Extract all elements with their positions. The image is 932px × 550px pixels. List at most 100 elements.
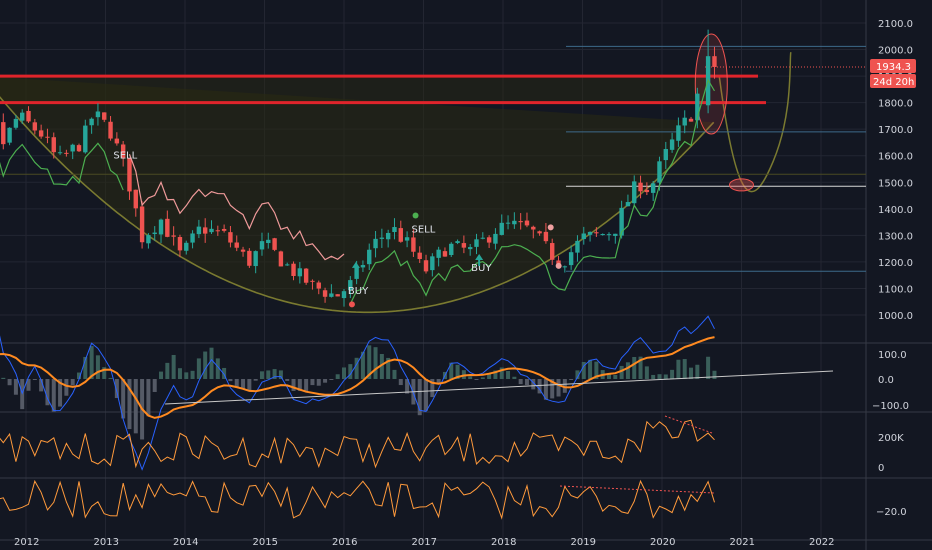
year-tick-label: 2022 <box>809 537 834 548</box>
candle-body <box>133 189 138 209</box>
macd-hist-bar <box>405 379 410 394</box>
candle-body <box>152 232 157 235</box>
candle-body <box>404 237 410 241</box>
macd-hist-bar <box>581 361 586 379</box>
macd-hist-bar <box>51 379 56 412</box>
candle-body <box>139 206 145 243</box>
macd-hist-bar <box>531 379 536 390</box>
macd-hist-bar <box>379 354 384 379</box>
candle-body <box>712 56 717 67</box>
macd-hist-bar <box>323 379 328 383</box>
macd-hist-bar <box>70 379 75 386</box>
macd-hist-bar <box>676 359 681 379</box>
candle-body <box>493 233 498 244</box>
macd-hist-bar <box>430 379 435 398</box>
macd-hist-bar <box>83 356 88 379</box>
candle-body <box>215 230 221 232</box>
supertrend-down <box>128 154 345 261</box>
macd-hist-bar <box>45 379 50 406</box>
candle-body <box>531 226 536 230</box>
osc-tick-neg20: −20.0 <box>876 507 907 518</box>
candle-body <box>190 233 195 243</box>
macd-hist-bar <box>285 379 290 381</box>
macd-hist-bar <box>594 361 599 379</box>
signal-dot <box>412 212 419 219</box>
macd-hist-bar <box>689 367 694 379</box>
candle-body <box>259 241 265 250</box>
year-tick-label: 2018 <box>491 537 516 548</box>
candle-body <box>76 145 82 152</box>
macd-hist-bar <box>480 377 485 379</box>
price-tick-label: 2000.0 <box>878 46 913 57</box>
countdown-tag: 24d 20h <box>870 74 916 88</box>
candle-body <box>32 122 38 131</box>
macd-hist-bar <box>152 379 157 392</box>
candle-body <box>480 237 486 239</box>
volosc-divergence-line <box>664 415 713 434</box>
macd-hist-bar <box>487 373 492 379</box>
macd-hist-bar <box>39 379 44 392</box>
macd-hist-bar <box>310 379 315 386</box>
price-tick-label: 1600.0 <box>878 152 913 163</box>
candle-body <box>474 239 479 247</box>
candle-body <box>341 291 347 299</box>
candle-body <box>644 189 650 193</box>
osc-divergence-line <box>559 485 715 494</box>
candle-body <box>114 138 120 144</box>
macd-hist-bar <box>512 376 517 379</box>
candle-body <box>682 117 687 126</box>
candle-body <box>64 152 69 154</box>
candle-body <box>335 294 340 297</box>
candle-body <box>373 238 378 249</box>
year-tick-label: 2021 <box>730 537 755 548</box>
macd-histogram <box>1 345 717 440</box>
candle-body <box>550 243 555 260</box>
candle-body <box>663 148 668 161</box>
macd-hist-bar <box>644 366 649 379</box>
oscillator-line <box>0 479 715 520</box>
candle-body <box>436 249 441 258</box>
macd-hist-bar <box>32 379 37 380</box>
macd-hist-bar <box>171 354 176 379</box>
macd-hist-bar <box>7 379 12 386</box>
candle-body <box>266 239 271 244</box>
macd-hist-bar <box>234 379 239 387</box>
peak-ellipse <box>694 33 728 135</box>
macd-hist-bar <box>335 374 340 379</box>
indicator-axes: 100.0 0.0 −100.0 200K 0 −20.0 <box>872 350 909 518</box>
macd-hist-bar <box>360 351 365 379</box>
macd-hist-bar <box>215 358 220 379</box>
macd-hist-bar <box>367 345 372 379</box>
year-tick-label: 2013 <box>94 537 119 548</box>
last-price-label: 1934.3 <box>876 62 911 73</box>
signal-label-buy: BUY <box>348 286 369 297</box>
candle-body <box>297 268 303 277</box>
price-tick-label: 1100.0 <box>878 284 913 295</box>
candle-body <box>449 243 454 256</box>
macd-hist-bar <box>607 373 611 379</box>
macd-hist-bar <box>209 347 214 379</box>
price-tick-label: 1200.0 <box>878 258 913 269</box>
macd-hist-bar <box>146 379 151 417</box>
candle-body <box>587 231 593 235</box>
macd-hist-bar <box>228 379 233 382</box>
candle-body <box>146 235 151 244</box>
candle-body <box>45 136 50 138</box>
candle-body <box>423 260 429 272</box>
macd-hist-bar <box>638 356 643 379</box>
macd-hist-bar <box>241 379 246 389</box>
macd-hist-bar <box>424 379 429 411</box>
macd-hist-bar <box>386 357 391 379</box>
macd-hist-bar <box>297 379 302 391</box>
macd-tick-100: 100.0 <box>878 350 907 361</box>
cup-area-fill-upper <box>0 74 710 103</box>
candle-body <box>13 118 19 128</box>
candle-body <box>272 238 277 250</box>
macd-hist-bar <box>253 379 258 381</box>
candle-body <box>537 231 542 234</box>
year-tick-label: 2020 <box>650 537 675 548</box>
price-tick-label: 1500.0 <box>878 178 913 189</box>
last-price-tag: 1934.3 <box>870 59 916 73</box>
candle-body <box>524 220 530 226</box>
